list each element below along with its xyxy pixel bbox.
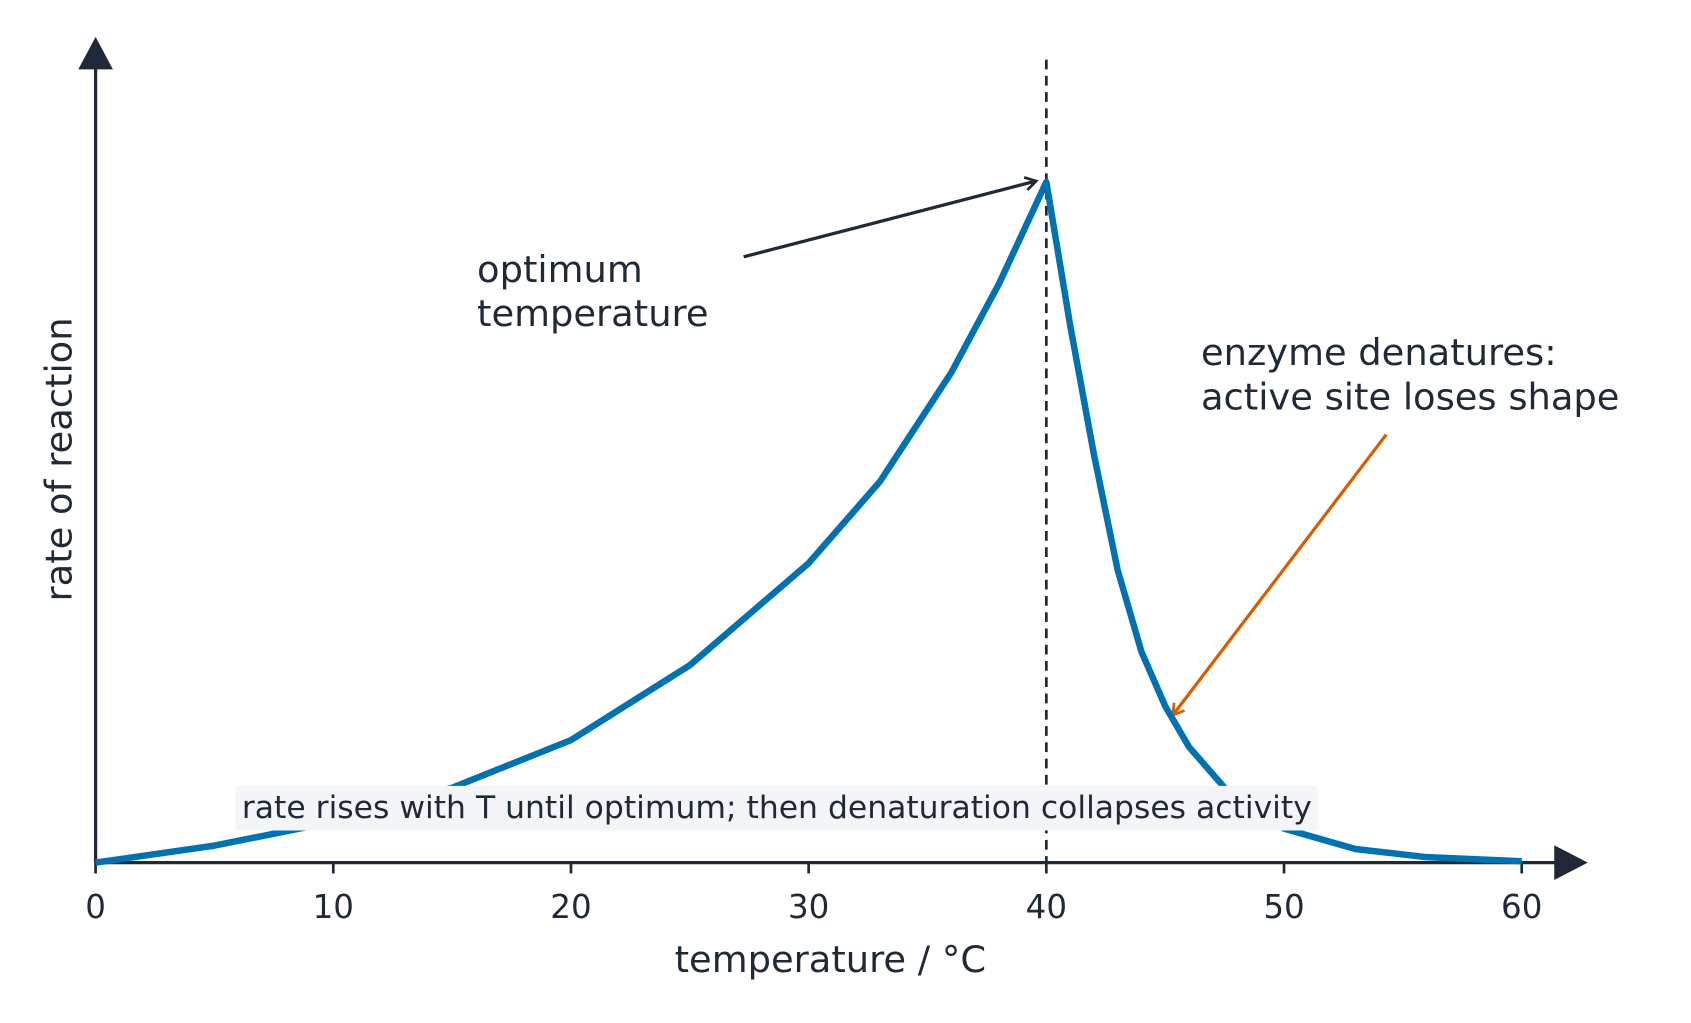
x-tick-label: 30 [788, 888, 829, 926]
annotation: enzyme denatures: [1201, 331, 1557, 374]
x-tick-label: 60 [1501, 888, 1542, 926]
annotation: active site loses shape [1201, 376, 1620, 419]
note-background [235, 785, 1319, 831]
annotation: temperature [477, 292, 708, 335]
x-tick-label: 20 [550, 888, 591, 926]
data-line [95, 178, 1522, 866]
x-axis-arrow [1554, 845, 1588, 880]
annotation: optimum [477, 248, 643, 291]
note-box: rate rises with T until optimum; then de… [235, 785, 1319, 831]
y-axis-label: rate of reaction [38, 317, 81, 601]
x-tick-label: 0 [85, 888, 106, 926]
y-axis-arrow [78, 36, 113, 70]
x-axis-label: temperature / °C [675, 938, 986, 981]
x-tick-label: 10 [313, 888, 354, 926]
annotation-arrow [743, 181, 1037, 259]
note: rate rises with T until optimum; then de… [242, 790, 1312, 826]
x-tick-label: 50 [1263, 888, 1304, 926]
annotation-arrow [1173, 433, 1388, 716]
x-tick-label: 40 [1026, 888, 1067, 926]
